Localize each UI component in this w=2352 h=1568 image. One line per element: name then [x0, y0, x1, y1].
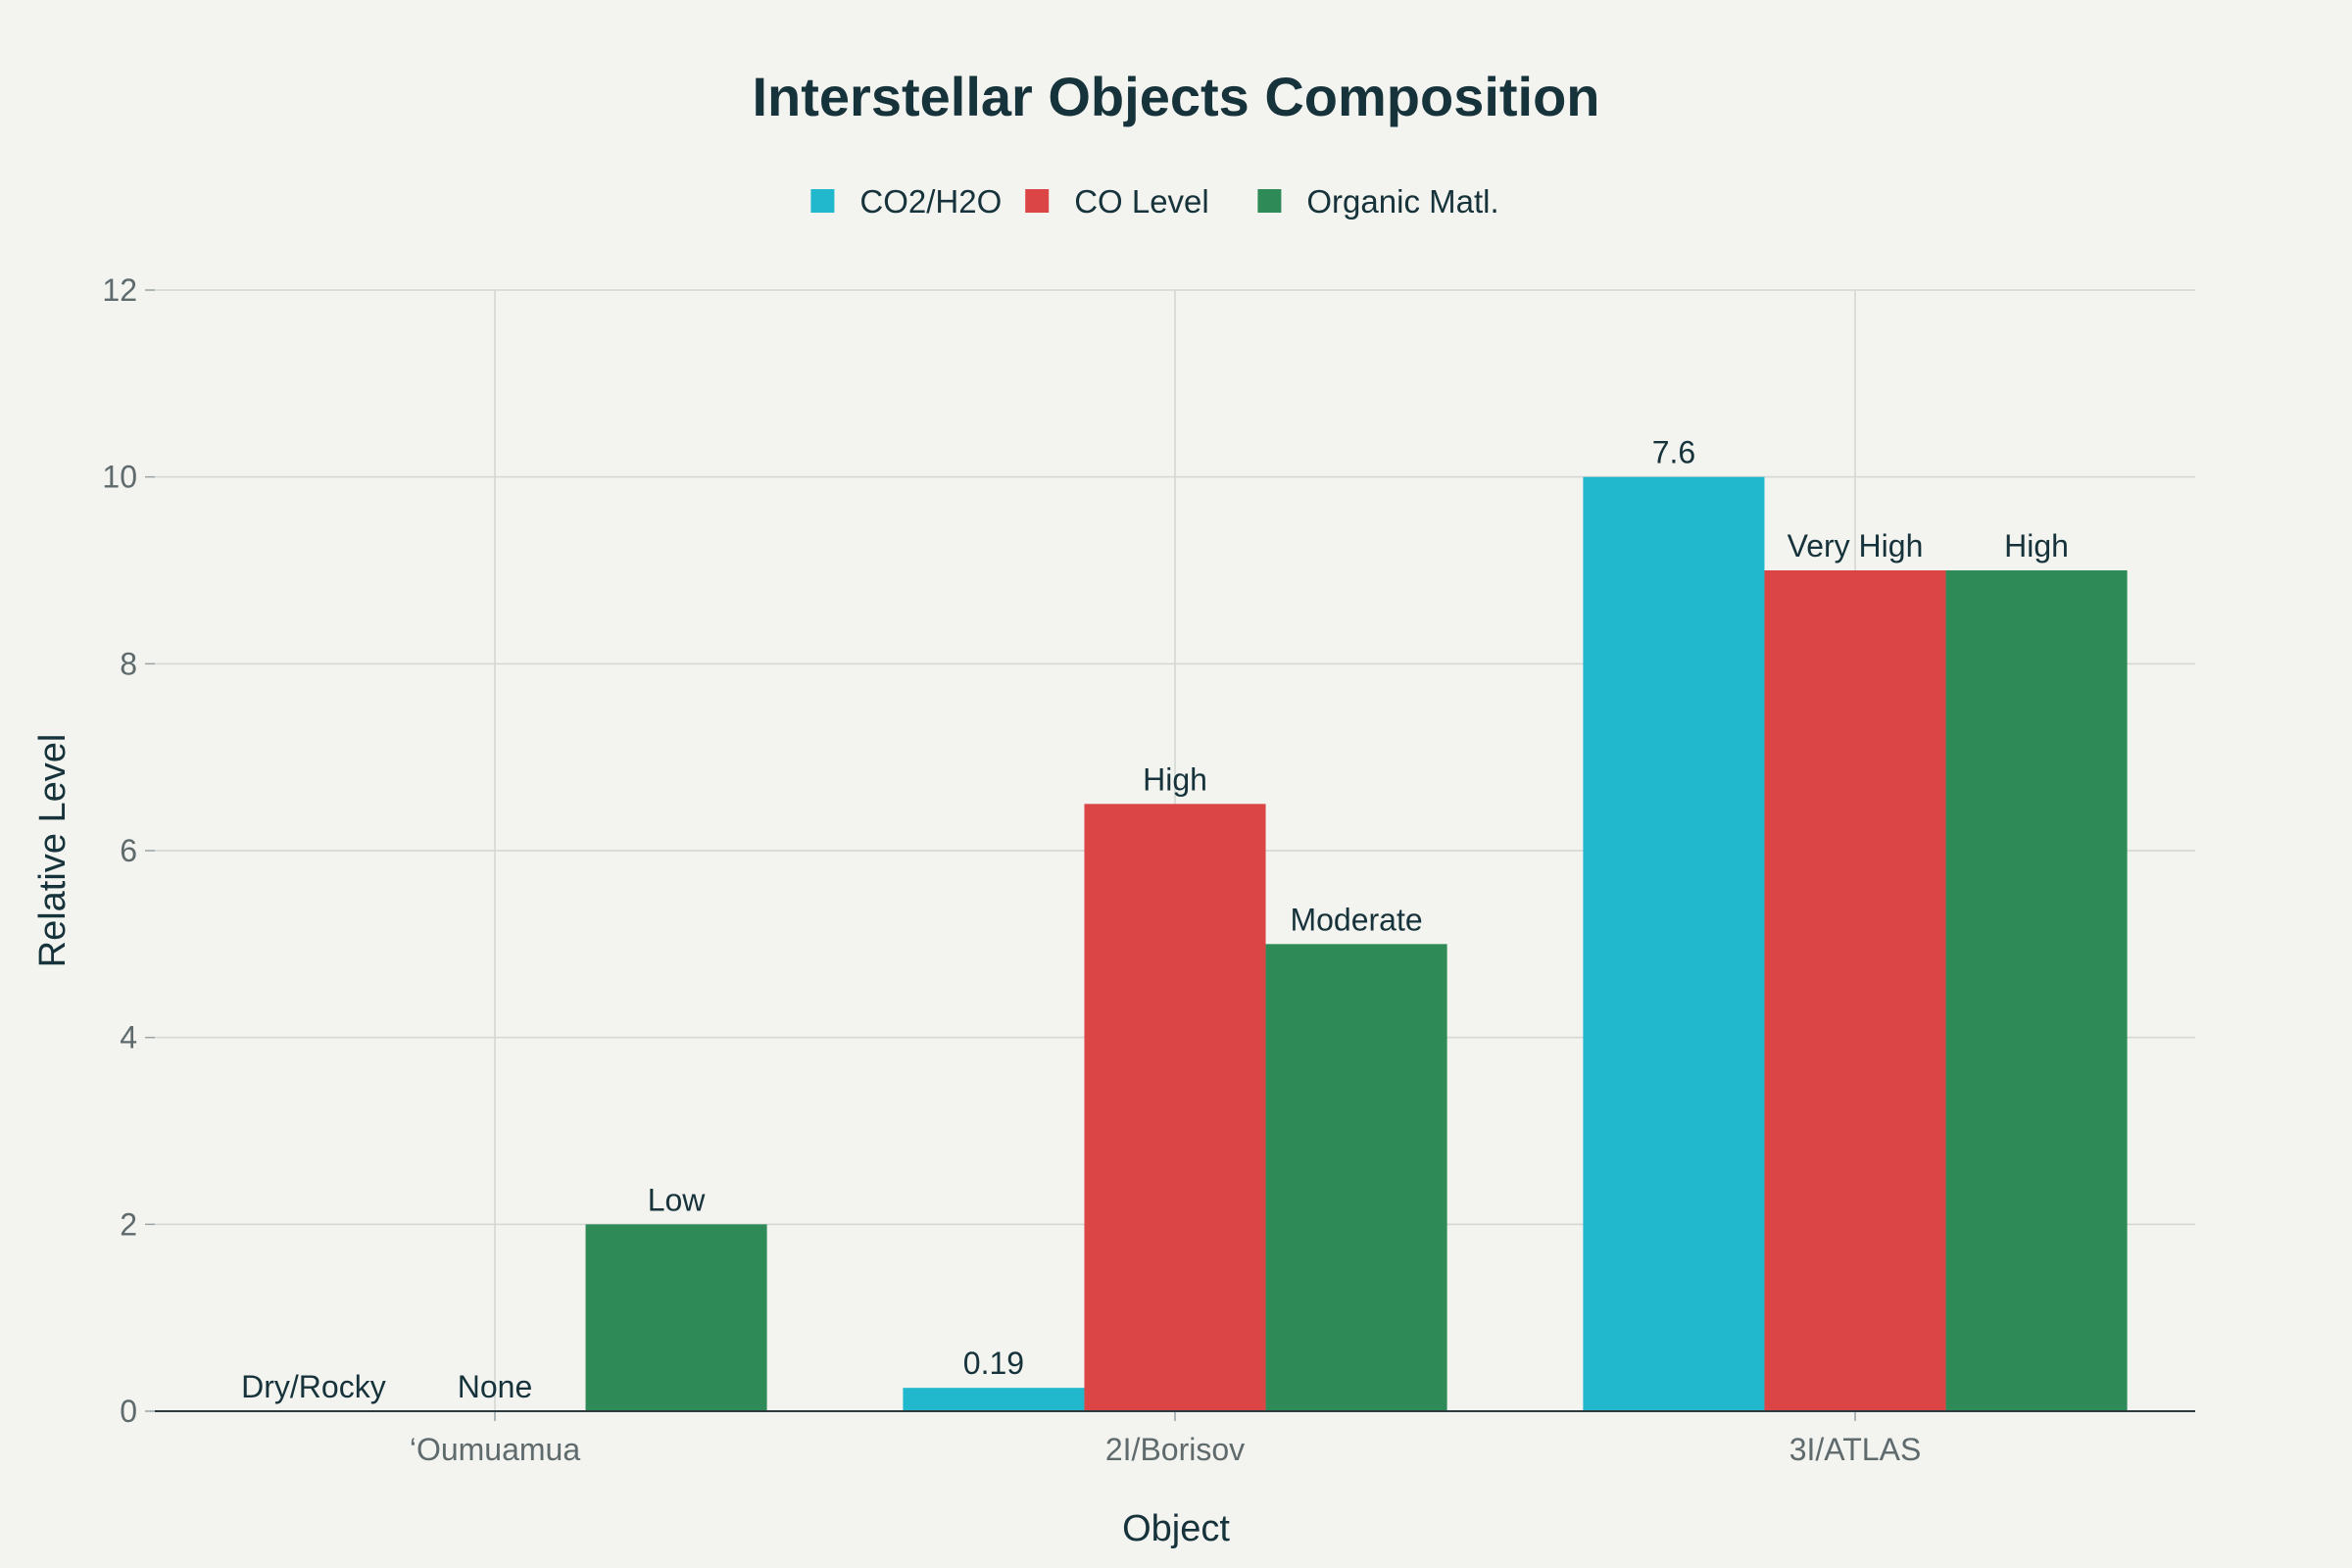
bar-data-label: Low — [648, 1182, 707, 1217]
bar-data-label: 7.6 — [1652, 435, 1695, 470]
legend-swatch — [810, 189, 835, 213]
bar — [1945, 570, 2128, 1411]
bar-data-label: High — [2004, 528, 2069, 564]
x-tick-label: ‘Oumuamua — [410, 1432, 581, 1467]
bar-data-label: High — [1143, 761, 1207, 797]
bar — [585, 1224, 767, 1411]
legend-label: CO2/H2O — [859, 183, 1002, 220]
y-axis-title: Relative Level — [32, 734, 74, 968]
legend-swatch — [1257, 189, 1282, 213]
bar — [903, 1388, 1085, 1411]
bar-data-label: Very High — [1788, 528, 1924, 564]
bar-data-label: 0.19 — [963, 1346, 1024, 1381]
chart-title: Interstellar Objects Composition — [752, 66, 1599, 127]
bar — [1583, 476, 1765, 1412]
bar — [1265, 944, 1447, 1411]
legend-item[interactable]: Organic Matl. — [1257, 183, 1499, 220]
legend-item[interactable]: CO2/H2O — [810, 183, 1002, 220]
bars — [585, 476, 2128, 1412]
x-tick-label: 3I/ATLAS — [1789, 1432, 1922, 1467]
legend-item[interactable]: CO Level — [1025, 183, 1209, 220]
bar — [1084, 804, 1266, 1411]
x-axis-title: Object — [1122, 1508, 1230, 1549]
data-labels: Dry/Rocky 0.19 7.6 None High Very High Low Mode… — [241, 435, 2069, 1404]
legend-label: Organic Matl. — [1306, 183, 1498, 220]
y-tick-label: 12 — [102, 272, 137, 308]
y-tick-label: 2 — [120, 1206, 137, 1242]
y-tick-label: 4 — [120, 1020, 137, 1055]
bar — [1764, 570, 1946, 1411]
x-tick-label: 2I/Borisov — [1105, 1432, 1245, 1467]
y-tick-label: 6 — [120, 833, 137, 868]
y-tick-label: 8 — [120, 646, 137, 681]
bar-data-label: Moderate — [1290, 902, 1422, 937]
axes: 0 2 4 6 8 10 12 ‘Oumuamua 2I/Borisov 3I/ATLAS — [102, 272, 2195, 1467]
y-tick-label: 10 — [102, 460, 137, 495]
legend: CO2/H2O CO Level Organic Matl. — [810, 183, 1499, 220]
bar-data-label: Dry/Rocky — [241, 1369, 386, 1404]
legend-label: CO Level — [1074, 183, 1209, 220]
y-tick-label: 0 — [120, 1394, 137, 1429]
legend-swatch — [1025, 189, 1050, 213]
bar-data-label: None — [458, 1369, 533, 1404]
